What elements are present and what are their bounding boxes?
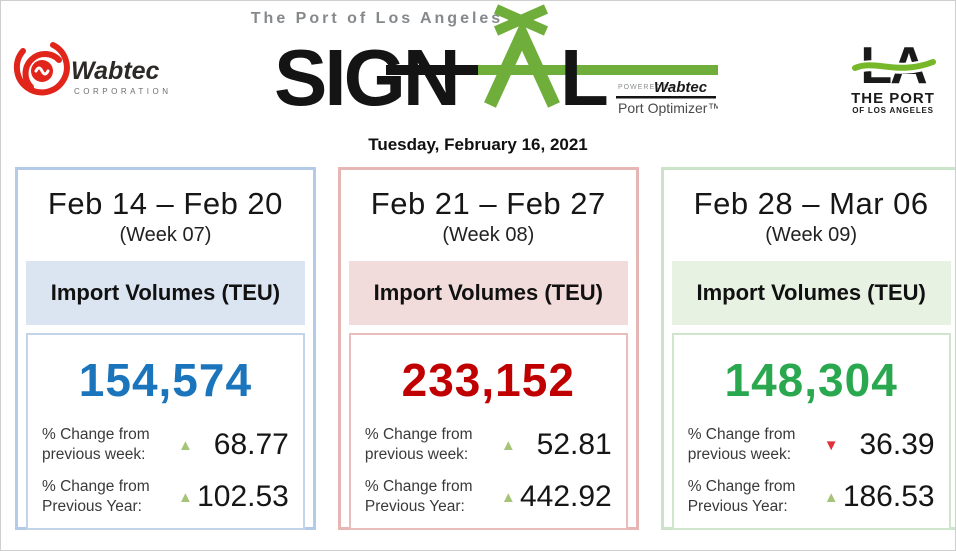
wabtec-corporation-logo: Wabtec CORPORATION: [13, 42, 171, 96]
change-label: % Change from previous week:: [42, 426, 150, 464]
card-header: Feb 21 – Feb 27 (Week 08): [349, 176, 628, 261]
signal-logo-green-bar: [478, 65, 718, 75]
change-value: 442.92: [519, 480, 612, 514]
change-label: % Change from previous week:: [687, 426, 796, 464]
date-range: Feb 28 – Mar 06: [693, 186, 929, 221]
change-row: % Change from previous week: 36.39: [688, 425, 935, 465]
change-value: 102.53: [197, 480, 289, 514]
week-card-next: Feb 21 – Feb 27 (Week 08) Import Volumes…: [337, 167, 639, 530]
change-value: 186.53: [842, 480, 935, 514]
metric-label: Import Volumes (TEU): [348, 261, 628, 325]
week-number: (Week 09): [765, 224, 858, 246]
signal-logo-text-left: SIGN: [274, 33, 458, 122]
wabtec-logo-subtitle: CORPORATION: [74, 87, 171, 96]
week-cards: Feb 14 – Feb 20 (Week 07) Import Volumes…: [1, 155, 955, 530]
change-label: % Change from Previous Year:: [687, 478, 796, 516]
change-row: % Change from Previous Year: 442.92: [365, 477, 612, 517]
metric-panel: 233,152 % Change from previous week: 52.…: [348, 333, 628, 530]
port-optimizer-label: Port Optimizer™: [618, 100, 718, 116]
signal-logo-kicker: The Port of Los Angeles: [251, 10, 503, 27]
signal-logo-black-bar: [386, 65, 500, 75]
date-range: Feb 21 – Feb 27: [370, 186, 606, 221]
change-value: 52.81: [536, 428, 612, 462]
signal-logo-text-right: L: [560, 33, 609, 122]
change-row: % Change from previous week: 52.81: [365, 425, 612, 465]
metric-panel: 154,574 % Change from previous week: 68.…: [26, 333, 305, 530]
wabtec-swirl-icon: [13, 42, 70, 96]
signal-logo: The Port of Los Angeles SIGN L POWERED B…: [251, 4, 718, 122]
metric-panel: 148,304 % Change from previous week: 36.…: [671, 333, 951, 530]
wabtec-logo-name: Wabtec: [71, 57, 160, 85]
change-value: 36.39: [859, 428, 935, 462]
week-card-following: Feb 28 – Mar 06 (Week 09) Import Volumes…: [660, 167, 955, 530]
trend-up-icon: [178, 490, 193, 505]
change-label: % Change from Previous Year:: [364, 478, 473, 516]
la-logo-line2: OF LOS ANGELES: [852, 106, 934, 115]
trend-down-icon: [824, 438, 839, 453]
import-volume-value: 154,574: [78, 354, 253, 406]
import-volume-value: 233,152: [401, 354, 575, 406]
powered-by-label: POWERED BY: [618, 84, 675, 91]
trend-up-icon: [501, 438, 516, 453]
metric-label: Import Volumes (TEU): [671, 261, 951, 325]
week-number: (Week 08): [442, 224, 535, 246]
change-label: % Change from previous week:: [364, 426, 473, 464]
week-number: (Week 07): [119, 224, 212, 246]
date-range: Feb 14 – Feb 20: [47, 186, 283, 221]
la-logo-wave-icon: [852, 56, 936, 75]
signal-logo-a-mast-icon: [484, 19, 560, 108]
card-header: Feb 28 – Mar 06 (Week 09): [672, 176, 951, 261]
change-row: % Change from Previous Year: 186.53: [688, 477, 935, 517]
trend-up-icon: [824, 490, 839, 505]
la-logo-line1: THE PORT: [851, 90, 935, 107]
report-date: Tuesday, February 16, 2021: [368, 135, 588, 154]
change-row: % Change from previous week: 68.77: [42, 425, 289, 465]
trend-up-icon: [178, 438, 193, 453]
change-value: 68.77: [213, 428, 289, 462]
powered-by-divider: [616, 96, 716, 99]
change-row: % Change from Previous Year: 102.53: [42, 477, 289, 517]
import-volume-value: 148,304: [724, 354, 898, 406]
change-label: % Change from Previous Year:: [42, 478, 150, 516]
trend-up-icon: [501, 490, 516, 505]
signal-logo-antenna-icon: [493, 4, 549, 36]
report-header: Wabtec CORPORATION The Port of Los Angel…: [1, 1, 955, 123]
port-of-la-logo: LA THE PORT OF LOS ANGELES: [851, 37, 936, 115]
card-header: Feb 14 – Feb 20 (Week 07): [26, 176, 305, 261]
metric-label: Import Volumes (TEU): [26, 261, 305, 325]
powered-by-brand: Wabtec: [654, 79, 708, 96]
week-card-current: Feb 14 – Feb 20 (Week 07) Import Volumes…: [15, 167, 316, 530]
